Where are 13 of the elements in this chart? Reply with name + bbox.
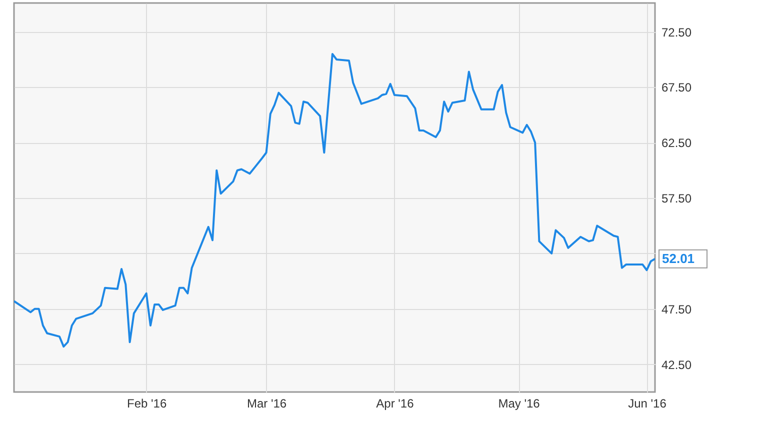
y-tick-label: 72.50 bbox=[662, 25, 692, 40]
annotation: 52.01 bbox=[662, 250, 695, 266]
y-tick-label: 62.50 bbox=[662, 136, 692, 150]
y-tick-label: 67.50 bbox=[662, 80, 692, 95]
x-tick-label: Feb '16 bbox=[127, 396, 167, 410]
y-tick-label: 42.50 bbox=[662, 358, 692, 372]
x-tick-label: May '16 bbox=[498, 396, 540, 410]
x-tick-label: Apr '16 bbox=[376, 396, 414, 410]
x-tick-label: Jun '16 bbox=[628, 396, 667, 410]
x-tick-label: Mar '16 bbox=[246, 396, 287, 410]
y-tick-label: 47.50 bbox=[662, 302, 692, 316]
line-series bbox=[14, 52, 655, 348]
y-tick-label: 57.50 bbox=[662, 192, 692, 206]
